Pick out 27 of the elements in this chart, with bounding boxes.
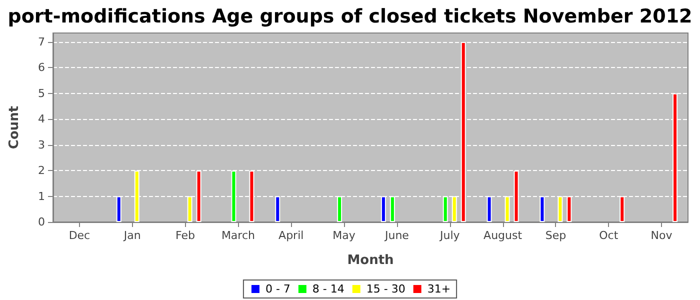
x-tick-label: July <box>438 229 460 242</box>
x-tick-label: May <box>332 229 356 242</box>
y-tick-label: 5 <box>38 86 45 100</box>
x-tick-label: Nov <box>650 229 673 242</box>
y-tick-label: 3 <box>38 138 45 152</box>
legend-label: 8 - 14 <box>312 282 344 296</box>
legend-label: 31+ <box>427 282 451 296</box>
x-tick-label: Jan <box>122 229 141 242</box>
y-tick-label: 7 <box>38 36 45 48</box>
x-tick-label: Feb <box>176 229 196 242</box>
chart-title: port-modifications Age groups of closed tickets November 2012 <box>8 6 692 28</box>
x-tick-label: August <box>484 229 523 242</box>
x-tick-label: March <box>221 229 255 242</box>
legend-label: 15 - 30 <box>366 282 406 296</box>
y-tick-label: 0 <box>38 216 45 228</box>
y-tick-label: 6 <box>38 61 45 74</box>
x-tick-label: April <box>278 229 304 242</box>
y-axis-title: Count <box>7 106 22 150</box>
y-tick-label: 2 <box>38 164 45 178</box>
y-tick-label: 1 <box>38 190 45 203</box>
x-tick-label: Sep <box>545 229 566 242</box>
y-tick-label: 4 <box>38 112 45 126</box>
x-tick-label: Dec <box>68 229 90 242</box>
x-tick-label: Oct <box>599 229 619 242</box>
x-tick-label: June <box>384 229 410 242</box>
legend-label: 0 - 7 <box>265 282 290 296</box>
x-axis-title: Month <box>347 253 394 268</box>
